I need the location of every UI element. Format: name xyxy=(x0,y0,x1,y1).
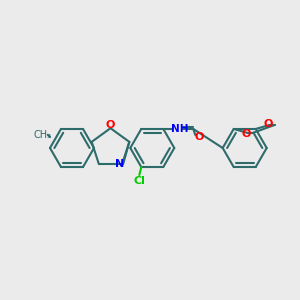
Text: O: O xyxy=(195,132,204,142)
Text: Cl: Cl xyxy=(134,176,145,186)
Text: NH: NH xyxy=(171,124,188,134)
Text: N: N xyxy=(115,159,124,169)
Text: CH₃: CH₃ xyxy=(33,130,51,140)
Text: O: O xyxy=(263,119,272,129)
Text: O: O xyxy=(106,120,115,130)
Text: O: O xyxy=(241,129,250,139)
